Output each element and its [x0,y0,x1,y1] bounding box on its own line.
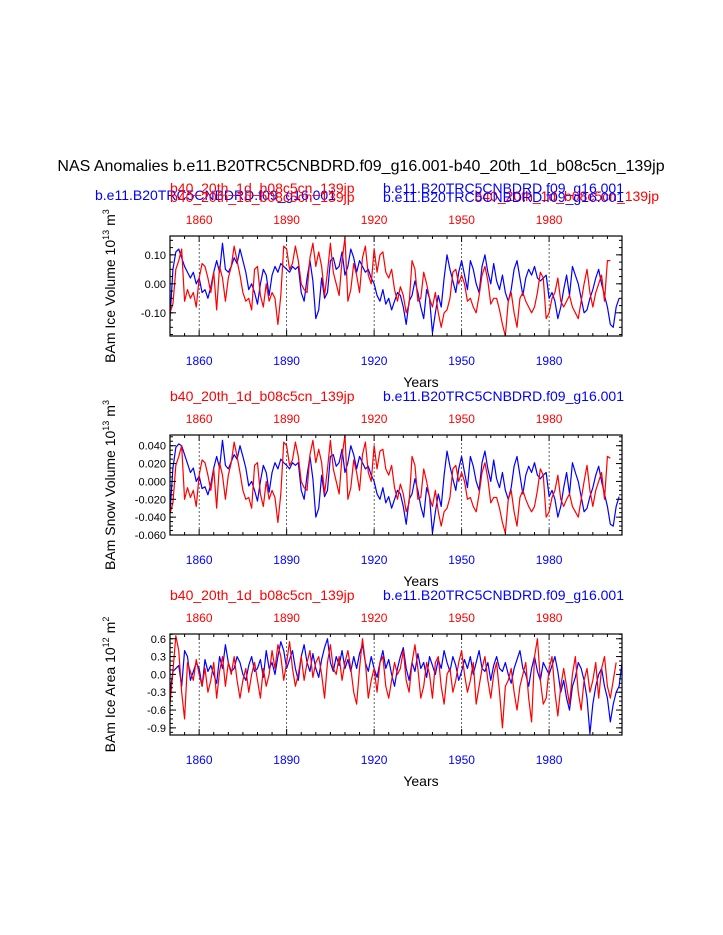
x-tick-label-top: 1860 [186,611,213,625]
panel-title-left: b40_20th_1d_b08c5cn_139jp [170,587,355,603]
y-tick-label: 0.6 [151,634,166,646]
series-line-red [169,635,617,729]
y-axis-label-unit: m [102,622,118,634]
x-tick-label-top: 1890 [273,412,300,426]
y-axis-label-unit-exponent: 2 [101,617,111,622]
x-tick-label-bottom: 1980 [536,553,563,567]
y-tick-label: -0.9 [147,723,166,735]
x-tick-label-top: 1950 [448,213,475,227]
x-tick-label-top: 1920 [361,611,388,625]
header-label-left-blue: b.e11.B20TRC5CNBDRD.f09_g16.001 [95,187,336,203]
panel-title-right: b.e11.B20TRC5CNBDRD.f09_g16.001 [383,388,624,404]
x-tick-label-bottom: 1950 [448,354,475,368]
x-tick-label-top: 1950 [448,412,475,426]
x-tick-label-bottom: 1920 [361,753,388,767]
x-tick-label-top: 1860 [186,213,213,227]
panel-title-right: b.e11.B20TRC5CNBDRD.f09_g16.001 [383,587,624,603]
y-axis-label-text: BAm Ice Area 10 [102,647,118,752]
chart-panel-3: 1860 1860 1890 1890 1920 1920 1950 1950 1980 1980… [101,587,624,789]
header-label-right-red: b40_20th_1d_b08c5cn_139jp [474,188,659,204]
x-axis-label: Years [403,773,438,789]
chart-panel-1: 1860 1860 1890 1890 1920 1920 1950 1950 1980 1980… [101,189,624,390]
y-axis-label-unit-exponent: 3 [101,400,111,405]
y-tick-label: 0.0 [151,669,166,681]
x-tick-label-top: 1950 [448,611,475,625]
y-tick-label: 0.3 [151,652,166,664]
y-tick-label: 0.10 [145,250,166,262]
y-tick-label: 0.020 [138,459,166,471]
y-axis-label-exponent: 13 [101,230,111,240]
y-tick-label: -0.3 [147,687,166,699]
x-axis-label: Years [403,573,438,589]
chart-panel-2: 1860 1860 1890 1890 1920 1920 1950 1950 1980 1980… [101,388,624,589]
y-axis-label-text: BAm Ice Volume 10 [102,240,118,363]
series-line-blue [169,242,620,334]
x-tick-label-top: 1980 [536,611,563,625]
y-tick-label: -0.040 [135,512,166,524]
panel-title-right: b.e11.B20TRC5CNBDRD.f09_g16.001 [383,189,624,205]
series-line-blue [169,638,623,735]
x-tick-label-bottom: 1920 [361,354,388,368]
y-tick-label: 0.000 [138,476,166,488]
x-tick-label-bottom: 1980 [536,753,563,767]
x-tick-label-top: 1920 [361,412,388,426]
y-axis-label-unit: m [102,214,118,226]
y-axis-label: BAm Snow Volume 1013 m3 [101,400,118,570]
x-tick-label-top: 1890 [273,611,300,625]
y-tick-label: -0.6 [147,705,166,717]
plot-frame [169,633,623,736]
panel-title-left: b40_20th_1d_b08c5cn_139jp [170,388,355,404]
y-axis-label-exponent: 12 [101,637,111,647]
y-axis-label-unit: m [102,405,118,417]
header-label-right-blue: b.e11.B20TRC5CNBDRD.f09_g16.001 [383,180,624,196]
y-tick-label: -0.020 [135,494,166,506]
series-line-red [169,434,611,534]
y-tick-label: 0.040 [138,441,166,453]
x-tick-label-bottom: 1890 [273,354,300,368]
x-tick-label-top: 1890 [273,213,300,227]
y-axis-label-exponent: 13 [101,421,111,431]
x-tick-label-top: 1860 [186,412,213,426]
y-axis-label: BAm Ice Area 1012 m2 [101,617,118,753]
x-tick-label-bottom: 1950 [448,553,475,567]
x-tick-label-bottom: 1860 [186,553,213,567]
y-tick-label: 0.00 [145,279,166,291]
x-tick-label-bottom: 1890 [273,553,300,567]
y-axis-label-text: BAm Snow Volume 10 [102,430,118,570]
x-tick-label-bottom: 1860 [186,354,213,368]
x-tick-label-top: 1980 [536,213,563,227]
y-tick-label: -0.060 [135,530,166,542]
x-tick-label-bottom: 1950 [448,753,475,767]
x-axis-label: Years [403,374,438,390]
x-tick-label-bottom: 1860 [186,753,213,767]
x-tick-label-top: 1980 [536,412,563,426]
series-line-blue [169,439,620,534]
y-axis-label: BAm Ice Volume 1013 m3 [101,209,118,363]
x-tick-label-bottom: 1920 [361,553,388,567]
header-label-left-red: b40_20th_1d_b08c5cn_139jp [170,180,355,196]
x-tick-label-bottom: 1890 [273,753,300,767]
x-tick-label-bottom: 1980 [536,354,563,368]
panel-title-left: b40_20th_1d_b08c5cn_139jp [170,189,355,205]
page-title: NAS Anomalies b.e11.B20TRC5CNBDRD.f09_g1… [57,158,664,175]
x-tick-label-top: 1920 [361,213,388,227]
series-line-red [169,236,611,337]
y-tick-label: -0.10 [141,308,166,320]
plot-frame [169,434,623,536]
y-axis-label-unit-exponent: 3 [101,209,111,214]
plot-frame [169,235,623,337]
